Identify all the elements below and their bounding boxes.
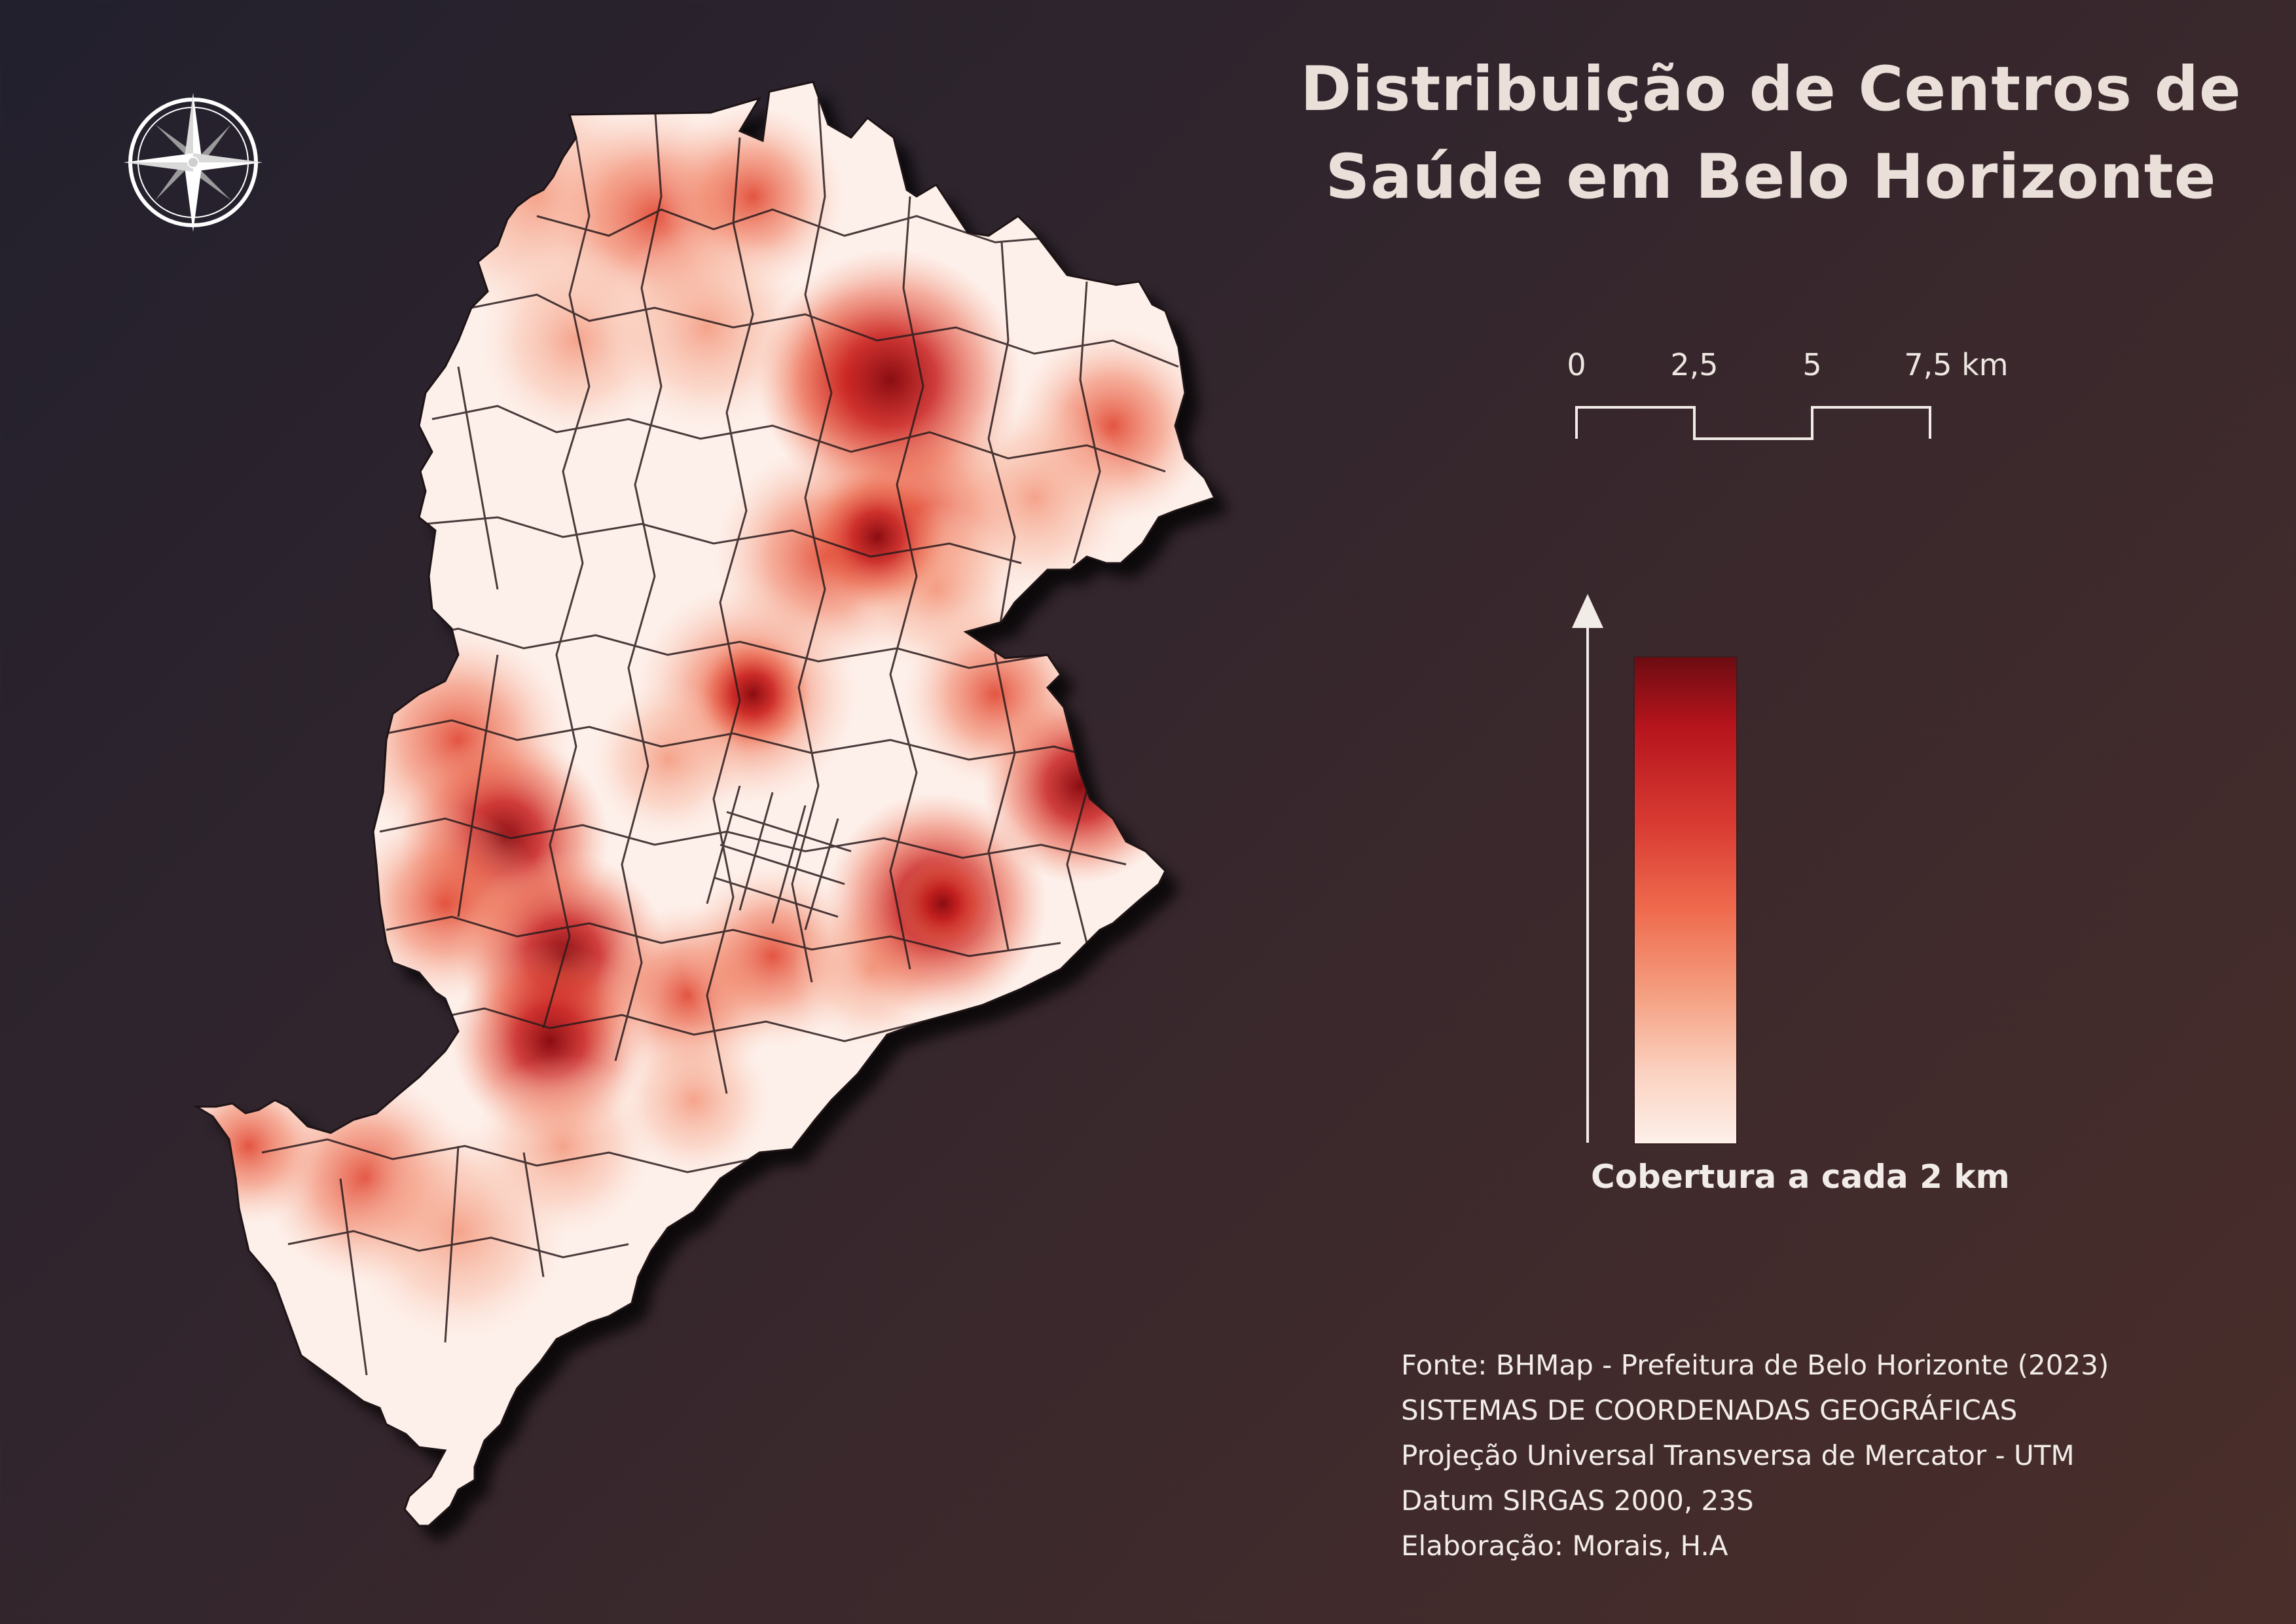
map-credits: Fonte: BHMap - Prefeitura de Belo Horizo… <box>1401 1342 2109 1568</box>
scale-label-2-5: 2,5 <box>1670 347 1719 382</box>
map-title: Distribuição de Centros de Saúde em Belo… <box>1231 46 2296 221</box>
scale-label-7-5: 7,5 km <box>1904 347 2009 382</box>
credits-author: Elaboração: Morais, H.A <box>1401 1530 1728 1562</box>
legend-title: Cobertura a cada 2 km <box>1591 1158 2010 1196</box>
credits-coordinate-system: SISTEMAS DE COORDENADAS GEOGRÁFICAS <box>1401 1394 2018 1426</box>
legend-color-ramp <box>1633 656 1738 1145</box>
scale-bar: 0 2,5 5 7,5 km <box>1532 347 2056 445</box>
credits-datum: Datum SIRGAS 2000, 23S <box>1401 1485 1754 1517</box>
credits-projection: Projeção Universal Transversa de Mercato… <box>1401 1439 2075 1471</box>
legend-arrow-up-icon <box>1572 594 1603 1143</box>
scale-label-0: 0 <box>1567 347 1586 382</box>
map-title-line-2: Saúde em Belo Horizonte <box>1325 141 2217 213</box>
scale-label-5: 5 <box>1802 347 1822 382</box>
credits-source: Fonte: BHMap - Prefeitura de Belo Horizo… <box>1401 1349 2109 1381</box>
map-title-line-1: Distribuição de Centros de <box>1300 54 2242 125</box>
neighborhood-boundaries <box>261 98 1179 1376</box>
scale-bar-line <box>1575 406 1931 440</box>
compass-rose-icon <box>124 93 263 232</box>
